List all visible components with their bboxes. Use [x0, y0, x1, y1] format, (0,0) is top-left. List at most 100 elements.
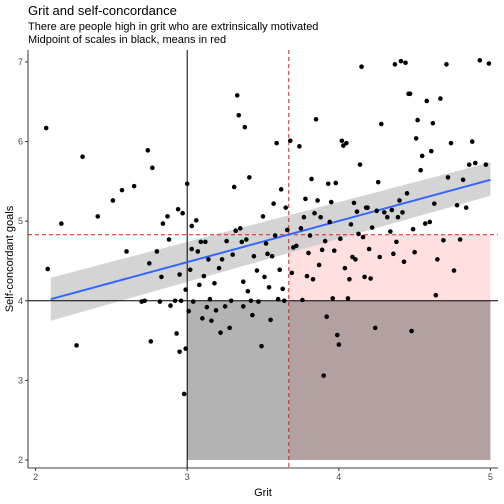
data-point: [457, 237, 463, 242]
data-point: [189, 223, 195, 229]
data-point: [289, 270, 295, 276]
data-point: [259, 343, 264, 349]
data-point: [213, 308, 219, 313]
data-point: [351, 200, 357, 206]
data-point: [80, 154, 85, 159]
data-point: [265, 251, 270, 257]
data-point: [183, 346, 188, 351]
data-point: [271, 201, 276, 206]
data-point: [328, 199, 334, 205]
data-point: [339, 138, 345, 144]
data-point: [45, 266, 51, 272]
data-point: [189, 246, 195, 252]
data-point: [174, 331, 179, 336]
data-point: [407, 91, 413, 97]
data-point: [454, 202, 460, 208]
data-point: [266, 284, 272, 290]
data-point: [345, 296, 351, 301]
data-point: [183, 287, 188, 292]
data-point: [145, 148, 151, 153]
data-point: [427, 219, 433, 225]
data-point: [378, 121, 384, 127]
data-point: [336, 342, 342, 347]
data-point: [248, 298, 254, 304]
data-point: [422, 221, 428, 226]
data-point: [207, 296, 213, 302]
data-point: [357, 162, 363, 167]
data-point: [460, 177, 466, 183]
data-point: [43, 125, 49, 131]
data-point: [298, 226, 304, 231]
data-point: [231, 184, 237, 190]
data-point: [313, 116, 319, 122]
data-point: [309, 176, 314, 182]
data-point: [307, 233, 313, 238]
data-point: [392, 62, 398, 67]
data-point: [237, 226, 243, 231]
data-point: [433, 292, 439, 298]
data-point: [327, 219, 333, 225]
data-point: [119, 187, 125, 193]
data-point: [262, 274, 267, 280]
data-point: [322, 238, 328, 244]
data-point: [359, 64, 364, 70]
data-point: [344, 140, 349, 146]
data-point: [166, 237, 172, 242]
data-point: [193, 218, 199, 223]
data-point: [216, 265, 222, 271]
region-pink: [288, 234, 491, 301]
data-point: [160, 221, 166, 226]
data-point: [330, 296, 336, 301]
data-point: [300, 297, 305, 303]
data-point: [198, 239, 204, 245]
data-point: [190, 299, 196, 304]
data-point: [203, 239, 208, 245]
data-point: [354, 209, 360, 214]
data-point: [178, 298, 184, 304]
y-tick-label: 4: [18, 296, 23, 306]
data-point: [204, 304, 210, 310]
data-point: [239, 239, 245, 245]
data-point: [353, 257, 358, 262]
data-point: [418, 167, 423, 173]
data-point: [240, 279, 246, 284]
data-point: [242, 124, 248, 130]
data-point: [400, 210, 405, 215]
data-point: [247, 175, 252, 180]
data-point: [275, 296, 281, 302]
data-point: [316, 262, 322, 268]
data-point: [251, 253, 257, 259]
region-grey: [187, 300, 289, 461]
data-point: [148, 339, 154, 344]
data-point: [409, 328, 414, 334]
data-point: [312, 210, 317, 216]
data-point: [263, 241, 269, 246]
data-point: [466, 162, 472, 167]
data-point: [419, 153, 425, 159]
data-point: [331, 248, 337, 253]
chart-subtitle-line-2: Midpoint of scales in black, means in re…: [28, 34, 227, 46]
data-point: [272, 233, 278, 238]
data-point: [177, 349, 182, 355]
data-point: [197, 282, 202, 288]
data-point: [240, 304, 246, 309]
data-point: [230, 252, 235, 257]
data-point: [448, 140, 454, 146]
data-point: [269, 253, 275, 259]
y-tick-label: 6: [18, 137, 23, 147]
data-point: [209, 318, 214, 324]
data-point: [260, 214, 266, 219]
data-point: [338, 236, 343, 241]
data-point: [430, 120, 436, 126]
y-tick-label: 2: [18, 455, 23, 465]
data-point: [59, 221, 64, 226]
data-point: [142, 298, 148, 304]
data-point: [310, 277, 316, 282]
data-point: [165, 214, 170, 219]
data-point: [206, 257, 211, 262]
data-point: [222, 304, 228, 309]
data-point: [424, 98, 430, 104]
y-tick-label: 3: [18, 375, 23, 385]
chart-title: Grit and self-concordance: [28, 3, 177, 18]
